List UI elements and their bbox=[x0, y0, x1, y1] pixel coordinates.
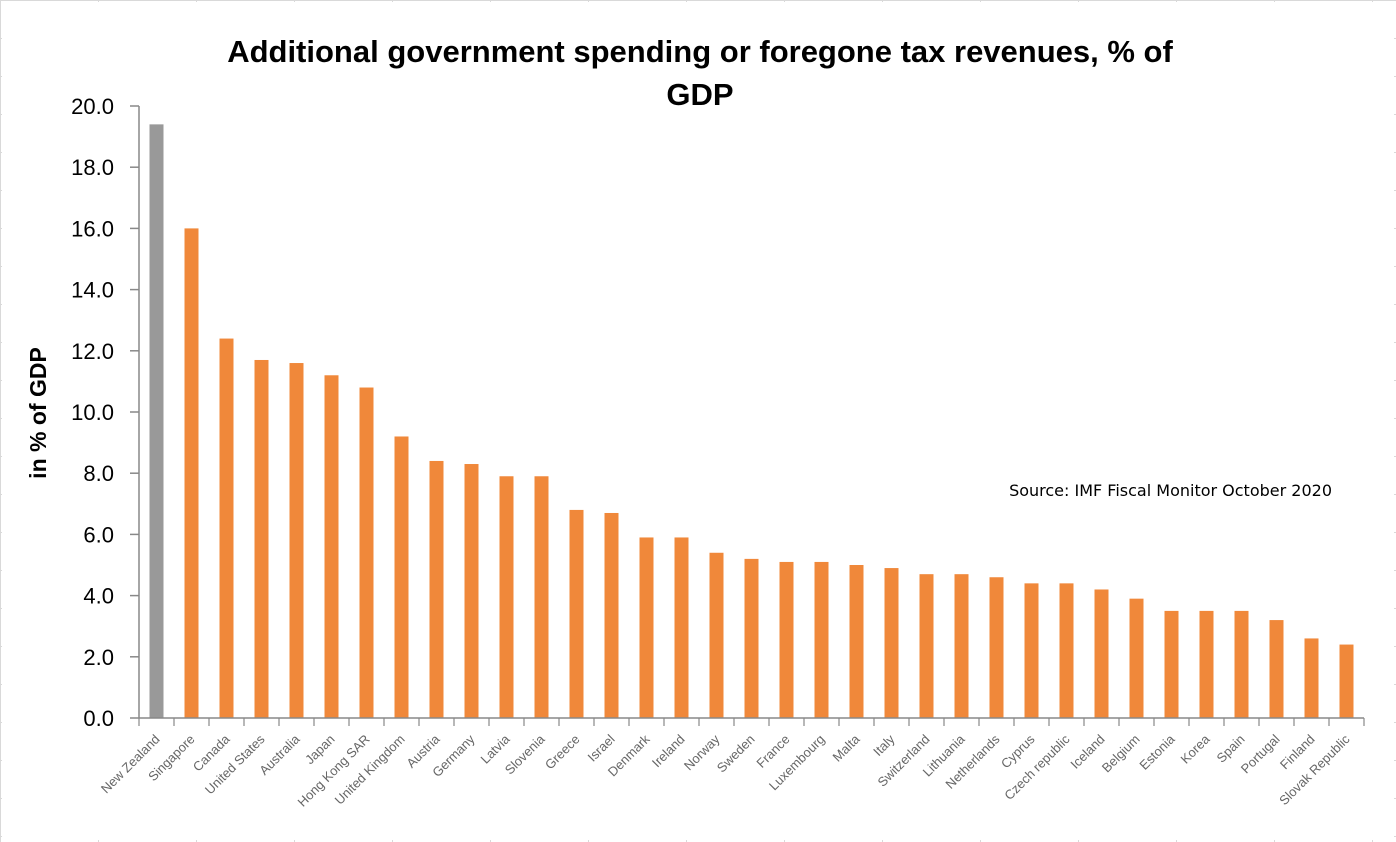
x-tick-label: Italy bbox=[870, 731, 898, 759]
y-tick-label: 18.0 bbox=[71, 155, 114, 180]
x-tick-label: Malta bbox=[830, 731, 864, 765]
bar-luxembourg bbox=[814, 561, 829, 718]
chart-title-line-1: Additional government spending or forego… bbox=[227, 34, 1173, 69]
y-tick-label: 14.0 bbox=[71, 278, 114, 303]
bar-italy bbox=[884, 568, 899, 718]
bar-united-states bbox=[254, 359, 269, 718]
x-tick-label: New Zealand bbox=[98, 732, 163, 797]
x-tick-label: Sweden bbox=[714, 732, 758, 776]
bar-denmark bbox=[639, 537, 654, 718]
y-tick-label: 16.0 bbox=[71, 216, 114, 241]
bar-belgium bbox=[1129, 598, 1144, 718]
y-tick-label: 20.0 bbox=[71, 94, 114, 119]
y-tick-label: 2.0 bbox=[83, 645, 114, 670]
bar-australia bbox=[289, 363, 304, 718]
bar-japan bbox=[324, 375, 339, 718]
y-tick-label: 4.0 bbox=[83, 584, 114, 609]
bar-malta bbox=[849, 565, 864, 718]
bar-germany bbox=[464, 464, 479, 718]
bar-slovak-republic bbox=[1339, 644, 1354, 718]
bar-new-zealand bbox=[149, 124, 164, 719]
bar-hong-kong-sar bbox=[359, 387, 374, 718]
y-tick-label: 10.0 bbox=[71, 400, 114, 425]
x-tick-label: Portugal bbox=[1238, 731, 1283, 776]
bar-sweden bbox=[744, 558, 759, 718]
x-tick-label: Korea bbox=[1177, 731, 1213, 767]
y-tick-label: 12.0 bbox=[71, 339, 114, 364]
bar-ireland bbox=[674, 537, 689, 718]
x-tick-label: Belgium bbox=[1099, 732, 1143, 776]
y-tick-label: 6.0 bbox=[83, 522, 114, 547]
bar-korea bbox=[1199, 610, 1214, 718]
bar-slovenia bbox=[534, 476, 549, 718]
x-tick-label: Greece bbox=[542, 732, 583, 773]
bar-portugal bbox=[1269, 620, 1284, 718]
bar-canada bbox=[219, 338, 234, 718]
bar-singapore bbox=[184, 228, 199, 718]
bar-cyprus bbox=[1024, 583, 1039, 718]
source-annotation: Source: IMF Fiscal Monitor October 2020 bbox=[1009, 481, 1332, 500]
bar-finland bbox=[1304, 638, 1319, 718]
bar-israel bbox=[604, 512, 619, 718]
y-axis-label: in % of GDP bbox=[25, 347, 51, 479]
y-axis: 0.0 2.0 4.0 6.0 8.0 10.0 12.0 14.0 16.0 18.0 20.0 bbox=[71, 94, 140, 731]
bar-estonia bbox=[1164, 610, 1179, 718]
chart-title: Additional government spending or forego… bbox=[227, 34, 1173, 112]
bar-spain bbox=[1234, 610, 1249, 718]
bar-czech-republic bbox=[1059, 583, 1074, 718]
bar-iceland bbox=[1094, 589, 1109, 718]
bar-greece bbox=[569, 509, 584, 718]
bar-france bbox=[779, 561, 794, 718]
chart-title-line-2: GDP bbox=[666, 77, 733, 112]
bar-austria bbox=[429, 460, 444, 718]
y-tick-label: 0.0 bbox=[83, 706, 114, 731]
bar-latvia bbox=[499, 476, 514, 718]
bar-norway bbox=[709, 552, 724, 718]
bar-lithuania bbox=[954, 574, 969, 718]
bars bbox=[149, 124, 1354, 719]
x-tick-label: Slovenia bbox=[502, 731, 548, 777]
bar-switzerland bbox=[919, 574, 934, 718]
bar-united-kingdom bbox=[394, 436, 409, 718]
bar-netherlands bbox=[989, 577, 1004, 718]
y-tick-label: 8.0 bbox=[83, 461, 114, 486]
x-tick-label: Estonia bbox=[1136, 731, 1178, 773]
